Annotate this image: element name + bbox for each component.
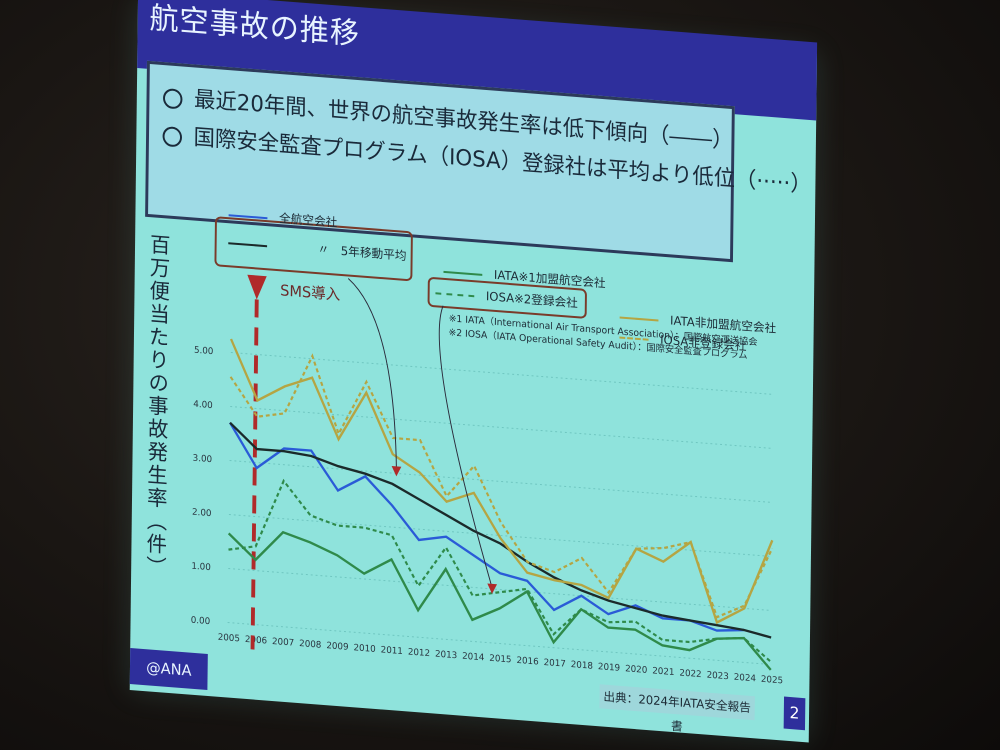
gridline (230, 352, 775, 395)
sms-dashed-line (250, 299, 259, 650)
x-tick-label: 2014 (462, 652, 485, 664)
sms-marker-icon (247, 274, 267, 300)
gridline (229, 460, 773, 503)
chart-series (227, 338, 774, 671)
x-tick-label: 2006 (245, 635, 268, 647)
series-line (229, 338, 774, 625)
arrow-to-moving-avg (347, 278, 397, 471)
y-tick-label: 2.00 (192, 508, 212, 520)
x-tick-label: 2020 (625, 664, 648, 676)
x-tick-label: 2024 (734, 673, 757, 685)
y-tick-label: 0.00 (191, 616, 211, 628)
y-tick-label: 5.00 (194, 346, 214, 358)
series-line (229, 353, 774, 619)
y-tick-label: 4.00 (193, 400, 213, 412)
x-tick-label: 2017 (544, 658, 566, 670)
x-tick-label: 2021 (652, 666, 674, 678)
x-tick-label: 2009 (326, 641, 349, 653)
series-line (228, 478, 772, 663)
arrow-head-icon (391, 466, 402, 477)
x-tick-label: 2007 (272, 637, 294, 649)
x-tick-label: 2015 (489, 654, 511, 666)
accident-rate-chart: 0.001.002.003.004.005.00 2005 2006 2007 200… (191, 274, 783, 687)
y-axis-ticks: 0.00 1.00 2.00 3.00 4.00 5.00 (191, 346, 214, 628)
y-tick-label: 3.00 (193, 454, 213, 466)
x-tick-label: 2013 (435, 649, 457, 661)
gridline (228, 568, 772, 611)
chart-gridlines (227, 352, 775, 665)
arrow-to-iosa (438, 305, 493, 589)
x-tick-label: 2019 (598, 662, 621, 674)
page-number: 2 (783, 696, 806, 731)
x-tick-label: 2025 (761, 675, 783, 687)
x-tick-label: 2018 (571, 660, 594, 672)
x-tick-label: 2011 (381, 645, 403, 657)
x-tick-label: 2005 (218, 633, 240, 645)
x-tick-label: 2016 (516, 656, 539, 668)
gridline (230, 406, 774, 449)
arrow-head-icon (487, 583, 498, 594)
presentation-slide: 航空事故の推移 最近20年間、世界の航空事故発生率は低下傾向（――） 国際安全監… (129, 0, 818, 743)
y-tick-label: 1.00 (191, 562, 211, 574)
series-line (229, 421, 772, 639)
x-axis-ticks: 2005 2006 2007 2008 2009 2010 2011 2012 2013 2014… (218, 633, 783, 687)
x-tick-label: 2023 (707, 670, 729, 682)
x-tick-label: 2022 (679, 668, 701, 680)
gridline (227, 622, 771, 665)
series-line (227, 530, 772, 671)
x-tick-label: 2008 (299, 639, 322, 651)
x-tick-label: 2012 (408, 647, 430, 659)
x-tick-label: 2010 (353, 643, 376, 655)
footer-brand: @ANA (129, 648, 208, 690)
